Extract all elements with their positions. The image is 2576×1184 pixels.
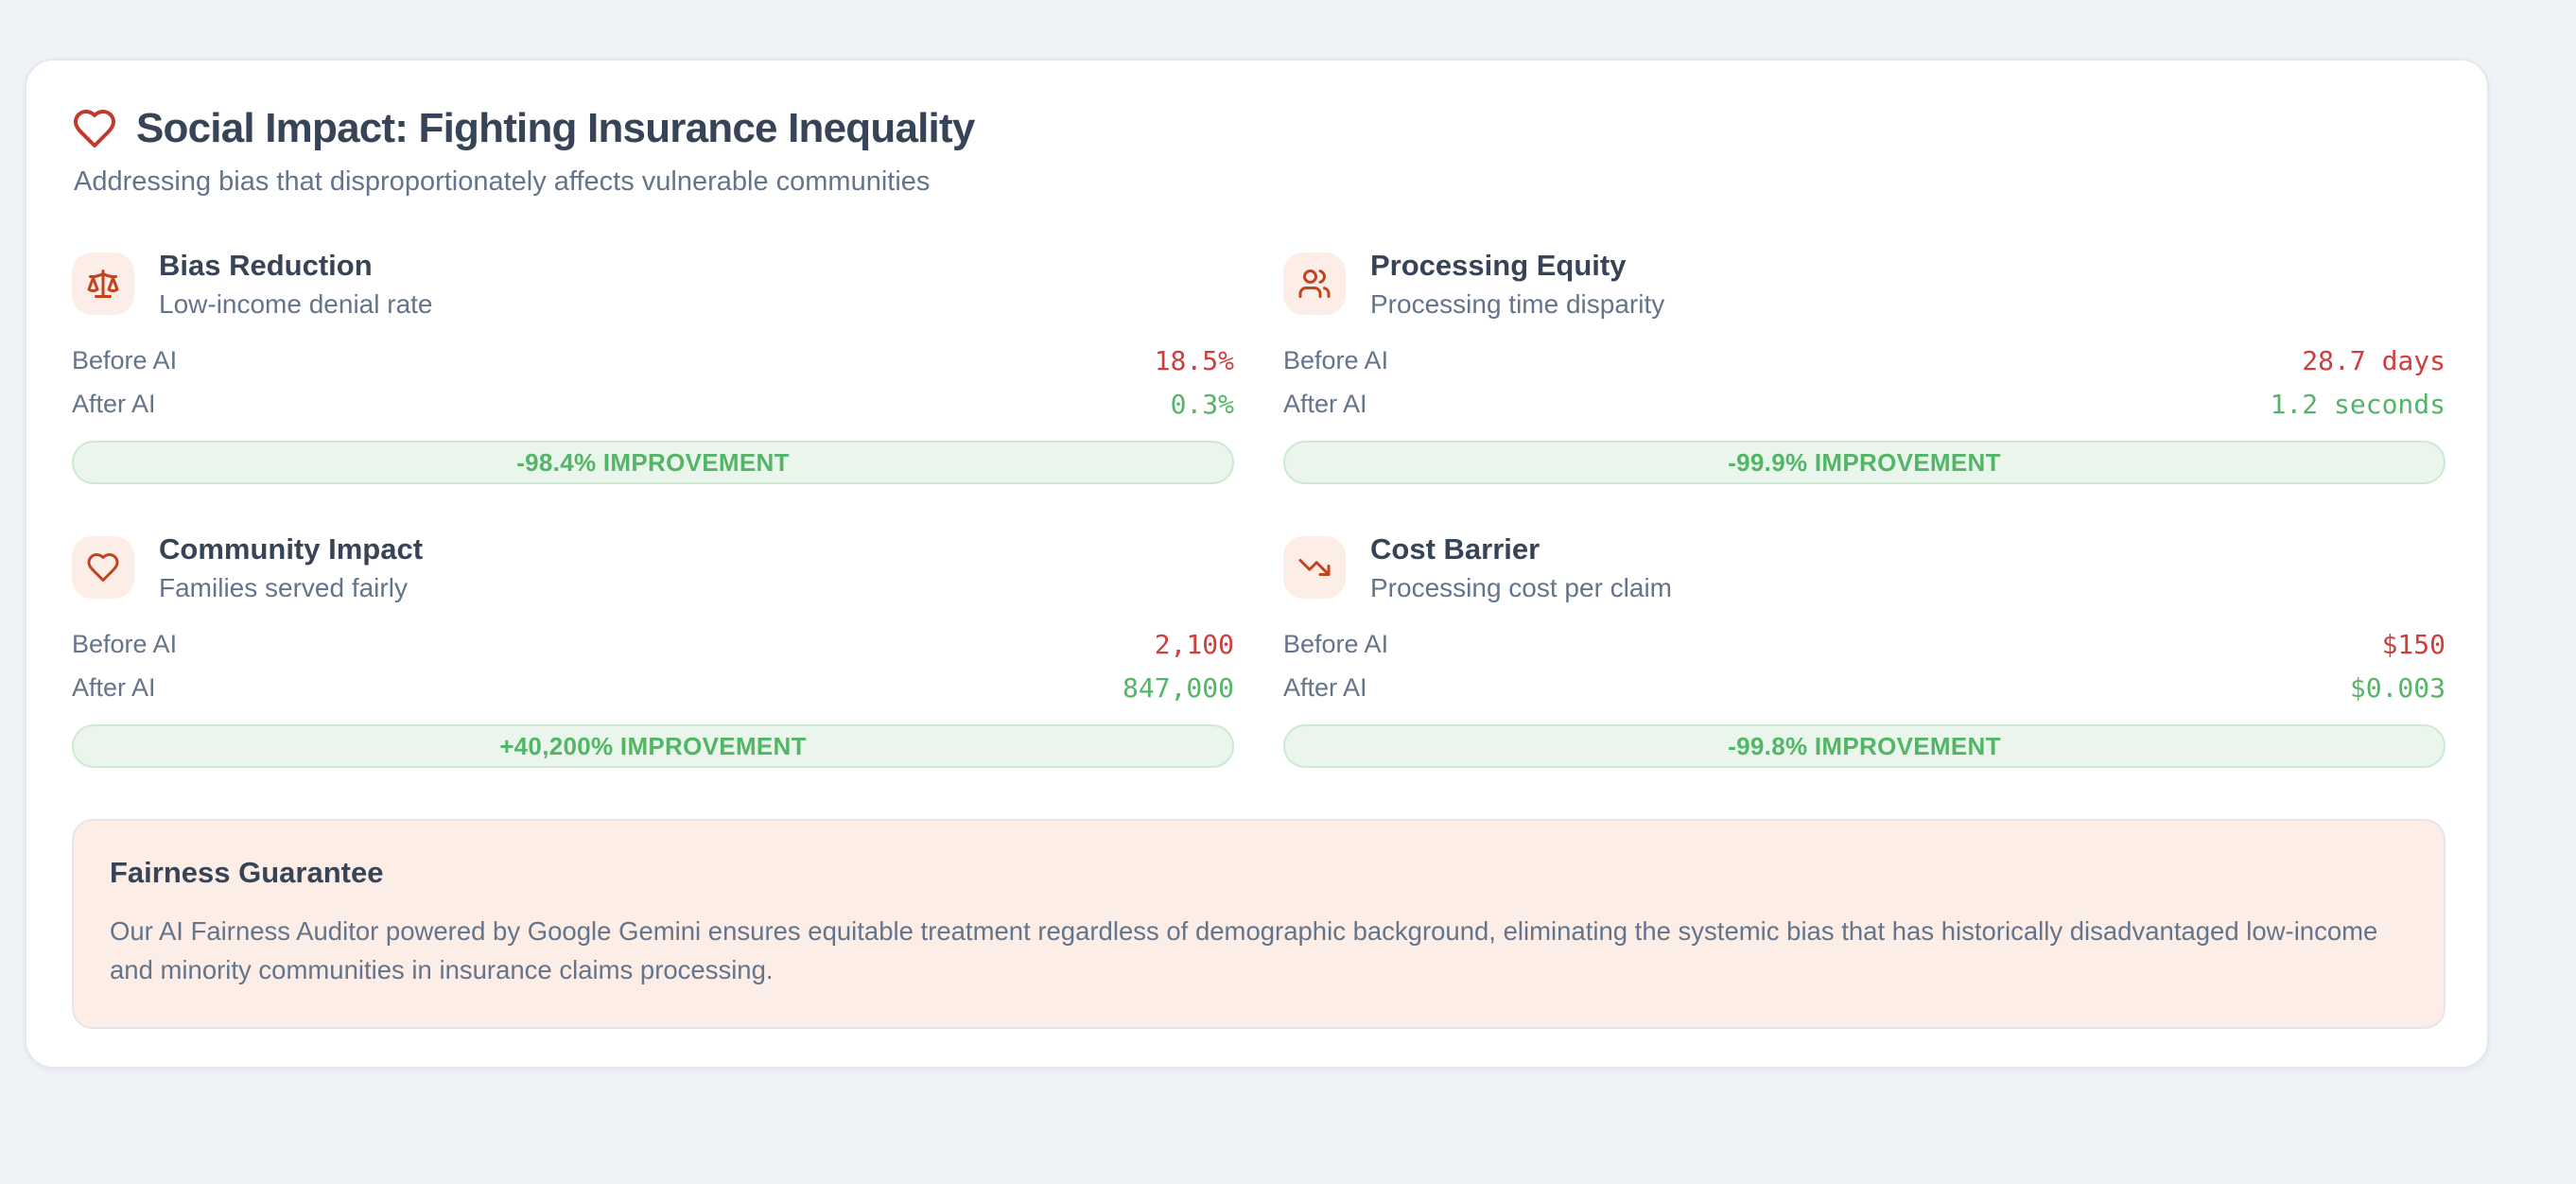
metric-title: Bias Reduction xyxy=(159,249,373,282)
before-label: Before AI xyxy=(1283,629,1389,658)
after-value: 0.3% xyxy=(1170,388,1234,420)
after-row: After AI 847,000 xyxy=(72,671,1234,704)
trending-down-icon xyxy=(1283,536,1346,599)
metric-title: Cost Barrier xyxy=(1370,532,1540,566)
heart-icon xyxy=(72,536,134,599)
page-subtitle: Addressing bias that disproportionately … xyxy=(74,166,931,197)
metric-card-processing-equity: Processing Equity Processing time dispar… xyxy=(1283,248,2445,484)
fairness-body: Our AI Fairness Auditor powered by Googl… xyxy=(110,916,2378,984)
before-label: Before AI xyxy=(72,345,178,374)
before-value: 28.7 days xyxy=(2302,344,2445,376)
after-row: After AI 0.3% xyxy=(72,388,1234,420)
before-row: Before AI $150 xyxy=(1283,628,2445,660)
metric-subtitle: Families served fairly xyxy=(159,573,408,602)
after-label: After AI xyxy=(72,389,156,418)
improvement-badge: -99.8% IMPROVEMENT xyxy=(1283,724,2445,768)
page-title: Social Impact: Fighting Insurance Inequa… xyxy=(136,105,975,151)
improvement-badge: +40,200% IMPROVEMENT xyxy=(72,724,1234,768)
before-row: Before AI 28.7 days xyxy=(1283,344,2445,376)
improvement-badge: -98.4% IMPROVEMENT xyxy=(72,441,1234,484)
heart-icon xyxy=(74,110,115,148)
metric-head: Processing Equity Processing time dispar… xyxy=(1283,248,2445,320)
before-label: Before AI xyxy=(1283,345,1389,374)
metric-rows: Before AI $150 After AI $0.003 xyxy=(1283,628,2445,704)
fairness-guarantee-panel: Fairness Guarantee Our AI Fairness Audit… xyxy=(72,819,2445,1029)
metric-rows: Before AI 18.5% After AI 0.3% xyxy=(72,344,1234,420)
after-value: 847,000 xyxy=(1122,671,1234,704)
metric-head: Community Impact Families served fairly xyxy=(72,531,1234,603)
before-value: 2,100 xyxy=(1154,628,1234,660)
after-row: After AI 1.2 seconds xyxy=(1283,388,2445,420)
metric-title: Community Impact xyxy=(159,532,424,566)
after-label: After AI xyxy=(1283,389,1367,418)
metric-rows: Before AI 2,100 After AI 847,000 xyxy=(72,628,1234,704)
metric-head: Cost Barrier Processing cost per claim xyxy=(1283,531,2445,603)
metric-rows: Before AI 28.7 days After AI 1.2 seconds xyxy=(1283,344,2445,420)
after-label: After AI xyxy=(72,672,156,702)
before-row: Before AI 2,100 xyxy=(72,628,1234,660)
metric-card-community-impact: Community Impact Families served fairly … xyxy=(72,531,1234,768)
metric-card-cost-barrier: Cost Barrier Processing cost per claim B… xyxy=(1283,531,2445,768)
before-row: Before AI 18.5% xyxy=(72,344,1234,376)
metric-subtitle: Processing cost per claim xyxy=(1370,573,1673,602)
metric-card-bias-reduction: Bias Reduction Low-income denial rate Be… xyxy=(72,248,1234,484)
fairness-title: Fairness Guarantee xyxy=(110,856,384,889)
before-value: 18.5% xyxy=(1154,344,1234,376)
after-label: After AI xyxy=(1283,672,1367,702)
metric-subtitle: Processing time disparity xyxy=(1370,289,1665,319)
after-value: $0.003 xyxy=(2349,671,2445,704)
metric-subtitle: Low-income denial rate xyxy=(159,289,433,319)
metric-title: Processing Equity xyxy=(1370,249,1627,282)
after-row: After AI $0.003 xyxy=(1283,671,2445,704)
metrics-grid: Bias Reduction Low-income denial rate Be… xyxy=(72,248,2445,768)
before-value: $150 xyxy=(2381,628,2445,660)
scale-icon xyxy=(72,252,134,315)
users-icon xyxy=(1283,252,1346,315)
page-header: Social Impact: Fighting Insurance Inequa… xyxy=(72,102,2445,155)
before-label: Before AI xyxy=(72,629,178,658)
after-value: 1.2 seconds xyxy=(2270,388,2445,420)
improvement-badge: -99.9% IMPROVEMENT xyxy=(1283,441,2445,484)
metric-head: Bias Reduction Low-income denial rate xyxy=(72,248,1234,320)
social-impact-card: Social Impact: Fighting Insurance Inequa… xyxy=(25,59,2489,1069)
